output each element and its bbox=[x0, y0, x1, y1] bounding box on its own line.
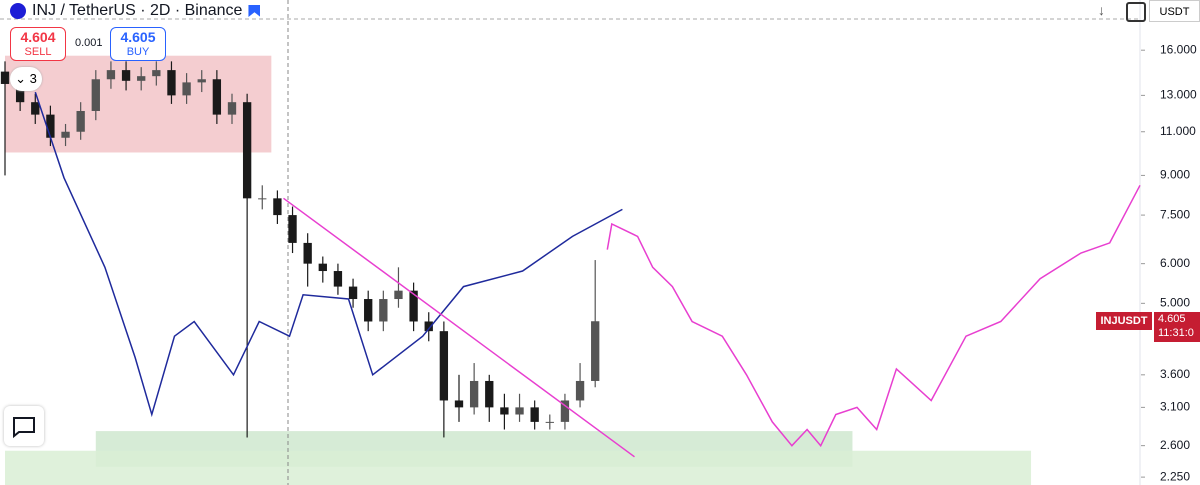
symbol-header[interactable]: INJ / TetherUS · 2D · Binance bbox=[10, 2, 261, 20]
candle-body bbox=[424, 321, 433, 332]
overlay-line bbox=[606, 184, 1141, 448]
spread: 0.001 bbox=[75, 37, 103, 49]
buy-price: 4.605 bbox=[120, 29, 156, 45]
candle-body bbox=[469, 380, 479, 408]
sell-label: SELL bbox=[24, 46, 52, 58]
candle-body bbox=[0, 71, 10, 84]
candle-body bbox=[137, 76, 146, 81]
indicator-count: 3 bbox=[29, 71, 37, 86]
candle-body bbox=[288, 215, 297, 243]
candle-body bbox=[485, 380, 494, 408]
candle-body bbox=[364, 299, 373, 322]
zone bbox=[5, 450, 1032, 485]
candle-body bbox=[212, 79, 222, 115]
candle-body bbox=[227, 102, 237, 115]
candle-body bbox=[500, 407, 509, 415]
sell-button[interactable]: 4.604 SELL bbox=[10, 27, 66, 61]
candle-body bbox=[273, 198, 282, 216]
candle-body bbox=[242, 102, 252, 199]
candle-body bbox=[348, 286, 358, 300]
y-tick-label: 13.000 bbox=[1160, 88, 1197, 102]
candle-body bbox=[91, 79, 100, 111]
candle-body bbox=[515, 407, 524, 415]
candle-body bbox=[379, 299, 388, 322]
y-tick-label: 9.000 bbox=[1160, 168, 1190, 182]
candle-body bbox=[61, 131, 70, 138]
candle-body bbox=[560, 400, 570, 422]
candle-body bbox=[76, 110, 85, 132]
chat-button[interactable] bbox=[4, 406, 44, 446]
buy-label: BUY bbox=[126, 46, 150, 58]
candle-body bbox=[318, 263, 327, 272]
y-tick-label: 5.000 bbox=[1160, 296, 1190, 310]
y-tick-label: 16.000 bbox=[1160, 42, 1197, 56]
candle-body bbox=[591, 321, 600, 381]
y-tick-label: 2.250 bbox=[1160, 469, 1190, 483]
candle-body bbox=[46, 114, 55, 138]
symbol-price-label: INJUSDT bbox=[1096, 312, 1152, 331]
candle-body bbox=[152, 70, 161, 77]
y-tick-label: 3.100 bbox=[1160, 400, 1190, 414]
chat-icon bbox=[13, 417, 35, 439]
candle-body bbox=[31, 102, 40, 115]
last-price-label: 4.605 11:31:0 bbox=[1154, 312, 1200, 343]
y-tick-label: 2.600 bbox=[1160, 438, 1190, 452]
candle-body bbox=[439, 331, 449, 401]
candle-body bbox=[409, 290, 418, 322]
flag bbox=[248, 5, 261, 17]
y-tick-label: 6.000 bbox=[1160, 256, 1190, 270]
overlay-line bbox=[283, 197, 635, 458]
countdown: 11:31:0 bbox=[1158, 327, 1194, 340]
candle-body bbox=[545, 421, 554, 423]
buy-button[interactable]: 4.605 BUY bbox=[110, 27, 166, 61]
y-tick-label: 3.600 bbox=[1160, 367, 1190, 381]
y-tick-label: 11.000 bbox=[1160, 124, 1196, 138]
candle-body bbox=[182, 82, 191, 96]
candle-body bbox=[333, 271, 343, 287]
last-price: 4.605 bbox=[1158, 313, 1186, 326]
candle-body bbox=[454, 400, 464, 408]
y-tick-label: 7.500 bbox=[1160, 207, 1190, 221]
candle-body bbox=[106, 70, 116, 80]
candle-body bbox=[394, 290, 403, 300]
candle-body bbox=[15, 83, 25, 103]
price-axis bbox=[1141, 0, 1200, 485]
currency-box[interactable]: USDT bbox=[1149, 0, 1200, 22]
layout-icon[interactable] bbox=[1126, 2, 1146, 22]
candle-body bbox=[575, 380, 585, 401]
overlay-line bbox=[34, 91, 623, 418]
logo bbox=[10, 3, 26, 19]
candle-body bbox=[167, 70, 176, 96]
candle-body bbox=[258, 198, 267, 200]
sell-price: 4.604 bbox=[20, 29, 56, 45]
candle-body bbox=[530, 407, 539, 422]
candle-body bbox=[197, 79, 206, 83]
indicator-toggle[interactable]: ⌄ 3 bbox=[10, 67, 42, 91]
scroll-icon[interactable]: ↓ bbox=[1098, 2, 1105, 18]
symbol-title: INJ / TetherUS · 2D · Binance bbox=[32, 2, 243, 19]
candle-body bbox=[121, 70, 131, 81]
candle-body bbox=[303, 242, 312, 264]
